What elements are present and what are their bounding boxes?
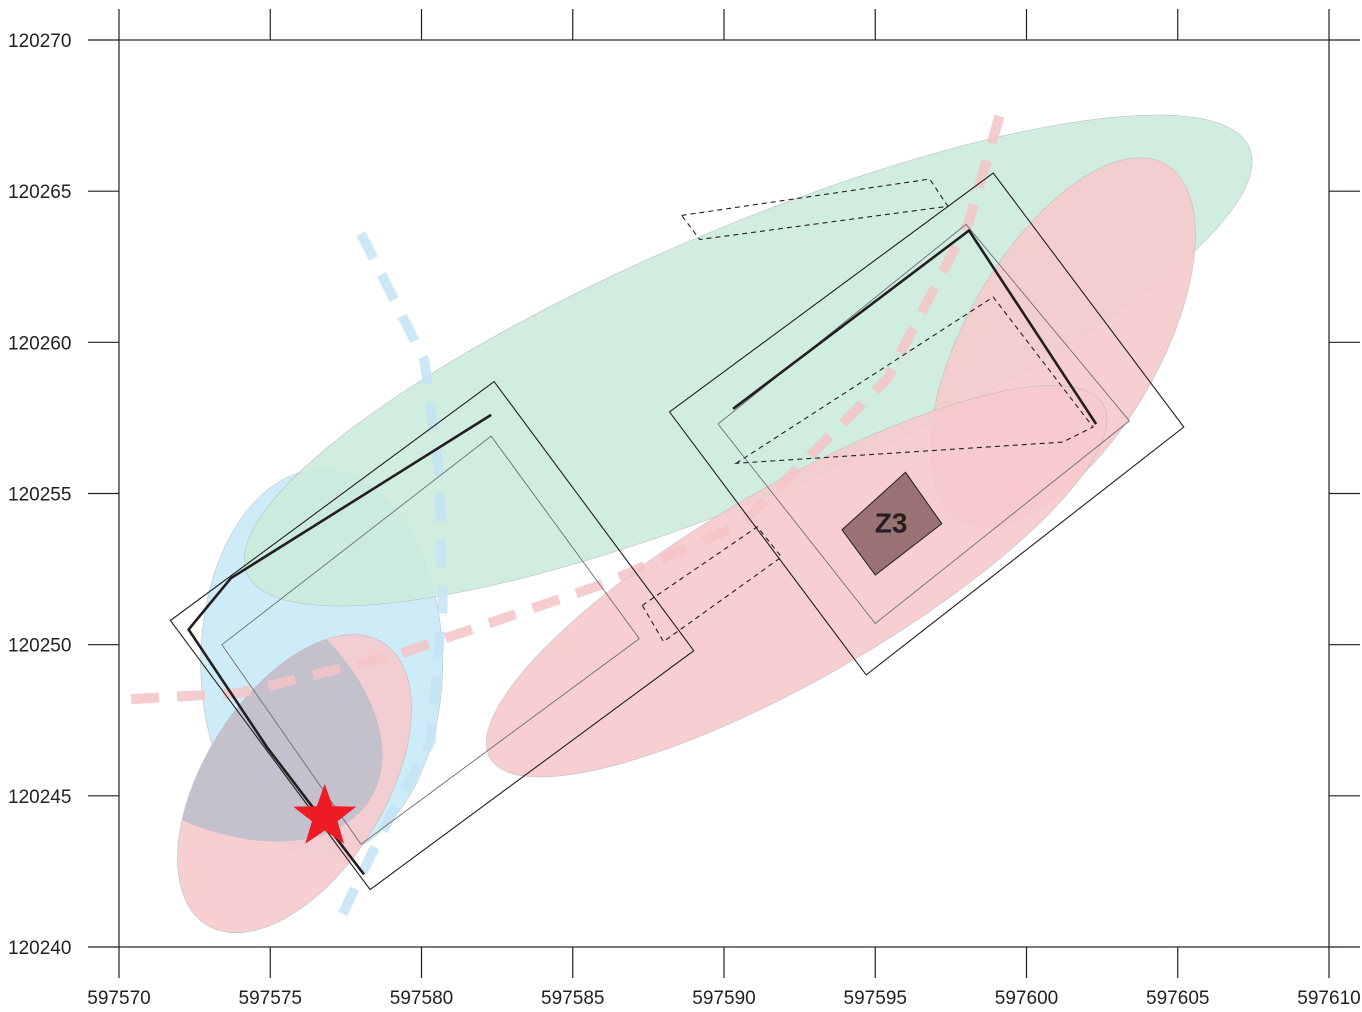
ticks-layer: 597570 597575 597580 597585 597590 597595 5976… [8,9,1361,1009]
dashed-trends-layer [130,105,1008,928]
z3-zone [841,471,943,576]
dashed-box-right [734,296,1094,464]
y-tick-label: 120255 [8,485,71,506]
x-tick-label: 597610 [1297,988,1360,1009]
x-tick-label: 597580 [390,988,453,1009]
y-tick-label: 120270 [8,31,71,52]
left-outer-rectangle [169,380,695,891]
y-tick-label: 120250 [8,636,71,657]
y-tick-label: 120240 [8,938,71,959]
right-borehole-trace [732,229,1098,425]
right-outer-rectangle [668,172,1185,676]
z3-layer: Z3 [841,471,943,576]
left-borehole-trace [187,413,492,876]
y-tick-label: 120245 [8,787,71,808]
right-inner-rectangle [717,223,1131,625]
z3-label: Z3 [875,508,908,539]
blue-dashed-trend [332,231,448,928]
outlines-layer [169,172,1185,891]
red-dashed-trend [130,105,1008,705]
solid-paths-layer [187,229,1098,876]
y-tick-label: 120260 [8,333,71,354]
dashed-box-left-middle [641,526,783,643]
x-tick-label: 597600 [995,988,1058,1009]
zones-layer [177,114,1253,934]
x-tick-label: 597605 [1146,988,1209,1009]
x-tick-label: 597585 [541,988,604,1009]
y-tick-label: 120265 [8,182,71,203]
x-tick-label: 597590 [692,988,755,1009]
x-tick-label: 597595 [844,988,907,1009]
star-layer [293,784,357,844]
star-marker [293,784,357,844]
x-tick-label: 597570 [87,988,150,1009]
x-tick-label: 597575 [239,988,302,1009]
dashed-box-top [680,178,949,241]
left-inner-rectangle [221,435,640,845]
